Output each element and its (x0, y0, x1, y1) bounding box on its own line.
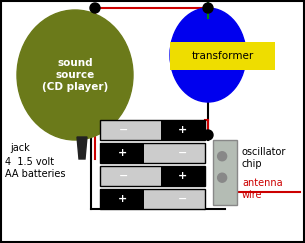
Text: +: + (178, 171, 188, 181)
Text: jack: jack (10, 143, 30, 153)
Circle shape (203, 3, 213, 13)
Circle shape (90, 3, 100, 13)
Bar (100, 189, 205, 209)
Text: 4  1.5 volt
AA batteries: 4 1.5 volt AA batteries (5, 157, 66, 179)
Text: −: − (178, 148, 188, 158)
Ellipse shape (170, 8, 246, 102)
Polygon shape (77, 137, 87, 159)
Text: −: − (118, 171, 128, 181)
Text: antenna
wire: antenna wire (242, 178, 283, 200)
Text: transformer: transformer (191, 51, 254, 61)
Bar (100, 166, 205, 186)
Ellipse shape (17, 10, 133, 140)
Bar (100, 143, 205, 163)
Bar (100, 189, 144, 209)
Bar (161, 120, 205, 140)
Text: +: + (117, 148, 127, 158)
Bar (213, 140, 237, 205)
Bar (170, 42, 275, 70)
Text: −: − (178, 194, 188, 204)
Bar (161, 166, 205, 186)
Bar (100, 120, 205, 140)
Text: oscillator
chip: oscillator chip (242, 147, 286, 169)
Text: +: + (178, 125, 188, 135)
Bar (100, 143, 144, 163)
Text: +: + (117, 194, 127, 204)
Circle shape (218, 173, 227, 182)
Text: −: − (118, 125, 128, 135)
Circle shape (218, 152, 227, 161)
Circle shape (203, 130, 213, 140)
Text: sound
source
(CD player): sound source (CD player) (42, 58, 108, 92)
